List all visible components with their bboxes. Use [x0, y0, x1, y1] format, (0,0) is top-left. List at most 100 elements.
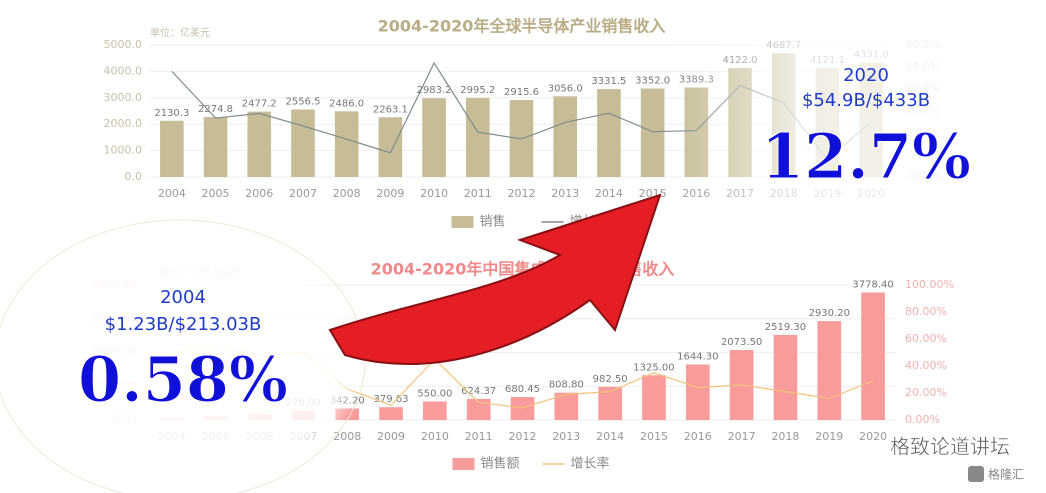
bar: [554, 392, 579, 420]
bar: [640, 88, 665, 177]
value-label: 808.80: [549, 380, 584, 391]
bar: [598, 386, 622, 420]
legend-swatch: [452, 458, 475, 470]
annotation-year: 2020: [843, 65, 889, 86]
x-tick-label: 2015: [640, 430, 668, 443]
value-label: 2130.3: [154, 108, 189, 119]
x-tick-label: 2012: [509, 430, 537, 443]
bar: [247, 111, 272, 177]
value-label: 624.37: [461, 386, 496, 397]
y2-tick-label: 40.00%: [905, 359, 947, 372]
bar: [291, 109, 315, 177]
value-label: 2274.8: [198, 104, 233, 115]
annotation-share: 12.7%: [761, 120, 971, 193]
x-tick-label: 2019: [815, 430, 843, 443]
y2-tick-label: 20.00%: [905, 386, 947, 399]
x-tick-label: 2004: [158, 187, 186, 200]
y-tick-label: 3000.0: [104, 91, 143, 104]
bar: [510, 397, 535, 420]
x-tick-label: 2011: [465, 430, 493, 443]
x-tick-label: 2008: [333, 430, 361, 443]
legend-label: 销售额: [481, 456, 520, 472]
watermark-source: 格隆汇: [988, 467, 1024, 482]
bar: [379, 407, 403, 420]
value-label: 2983.2: [417, 85, 452, 96]
value-label: 2486.0: [329, 98, 364, 109]
value-label: 1325.00: [633, 362, 674, 373]
value-label: 3352.0: [635, 76, 670, 87]
value-label: 3778.40: [852, 279, 893, 290]
fade-overlay: [670, 30, 1046, 240]
bar: [334, 111, 359, 177]
x-tick-label: 2012: [508, 187, 536, 200]
x-tick-label: 2013: [551, 187, 579, 200]
x-tick-label: 2010: [421, 430, 449, 443]
annotation-share: 0.58%: [78, 343, 288, 416]
bar: [378, 117, 403, 177]
fade-overlay: [0, 220, 365, 493]
value-label: 1644.30: [677, 352, 718, 363]
bar: [773, 334, 798, 420]
y2-tick-label: 0.00%: [905, 413, 940, 426]
value-label: 982.50: [593, 374, 628, 385]
value-label: 2263.1: [373, 104, 408, 115]
value-label: 2995.2: [460, 85, 495, 96]
bar: [685, 364, 710, 420]
bar: [817, 321, 842, 420]
bar: [597, 89, 621, 177]
x-tick-label: 2007: [289, 187, 317, 200]
value-label: 3056.0: [548, 83, 583, 94]
value-label: 2477.2: [242, 99, 277, 110]
annotation-ratio: $1.23B/$213.03B: [105, 314, 262, 335]
bar: [465, 97, 490, 177]
bar: [553, 96, 578, 177]
x-tick-label: 2009: [376, 187, 404, 200]
y2-tick-label: 80.00%: [905, 305, 947, 318]
legend-label: 增长率: [571, 456, 610, 472]
value-label: 2556.5: [285, 97, 320, 108]
y2-tick-label: 100.00%: [905, 278, 954, 291]
value-label: 3331.5: [591, 76, 626, 87]
value-label: 2930.20: [809, 308, 850, 319]
bar: [861, 292, 885, 420]
x-tick-label: 2020: [859, 430, 887, 443]
annotation-year: 2004: [160, 287, 206, 308]
value-label: 2073.50: [721, 337, 762, 348]
x-tick-label: 2014: [596, 430, 624, 443]
watermark-logo: [968, 466, 984, 482]
bar: [203, 116, 228, 177]
x-tick-label: 2006: [245, 187, 273, 200]
legend-label: 销售: [480, 214, 506, 230]
y-tick-label: 4000.0: [104, 64, 143, 77]
y2-tick-label: 60.00%: [905, 332, 947, 345]
x-tick-label: 2009: [377, 430, 405, 443]
chart-title: 2004-2020年全球半导体产业销售收入: [378, 17, 666, 36]
value-label: 680.45: [505, 384, 540, 395]
y-tick-label: 2000.0: [104, 117, 143, 130]
value-label: 550.00: [417, 388, 452, 399]
y-tick-label: 1000.0: [104, 144, 143, 157]
x-tick-label: 2017: [728, 430, 756, 443]
x-tick-label: 2005: [202, 187, 230, 200]
x-tick-label: 2016: [684, 430, 712, 443]
y-tick-label: 5000.0: [104, 38, 143, 51]
bar: [466, 398, 491, 420]
watermark-channel: 格致论道讲坛: [890, 435, 1010, 459]
x-tick-label: 2013: [552, 430, 580, 443]
x-tick-label: 2014: [595, 187, 623, 200]
unit-label: 单位：亿美元: [150, 26, 210, 39]
x-tick-label: 2018: [771, 430, 799, 443]
x-tick-label: 2008: [333, 187, 361, 200]
x-tick-label: 2010: [420, 187, 448, 200]
value-label: 379.63: [374, 394, 409, 405]
y-tick-label: 0.0: [125, 170, 143, 183]
bar: [423, 401, 447, 420]
bar: [642, 375, 666, 420]
value-label: 2519.30: [765, 322, 806, 333]
value-label: 2915.6: [504, 87, 539, 98]
annotation-ratio: $54.9B/$433B: [802, 90, 930, 111]
legend-swatch: [451, 216, 474, 228]
bar: [160, 120, 184, 177]
x-tick-label: 2011: [464, 187, 492, 200]
